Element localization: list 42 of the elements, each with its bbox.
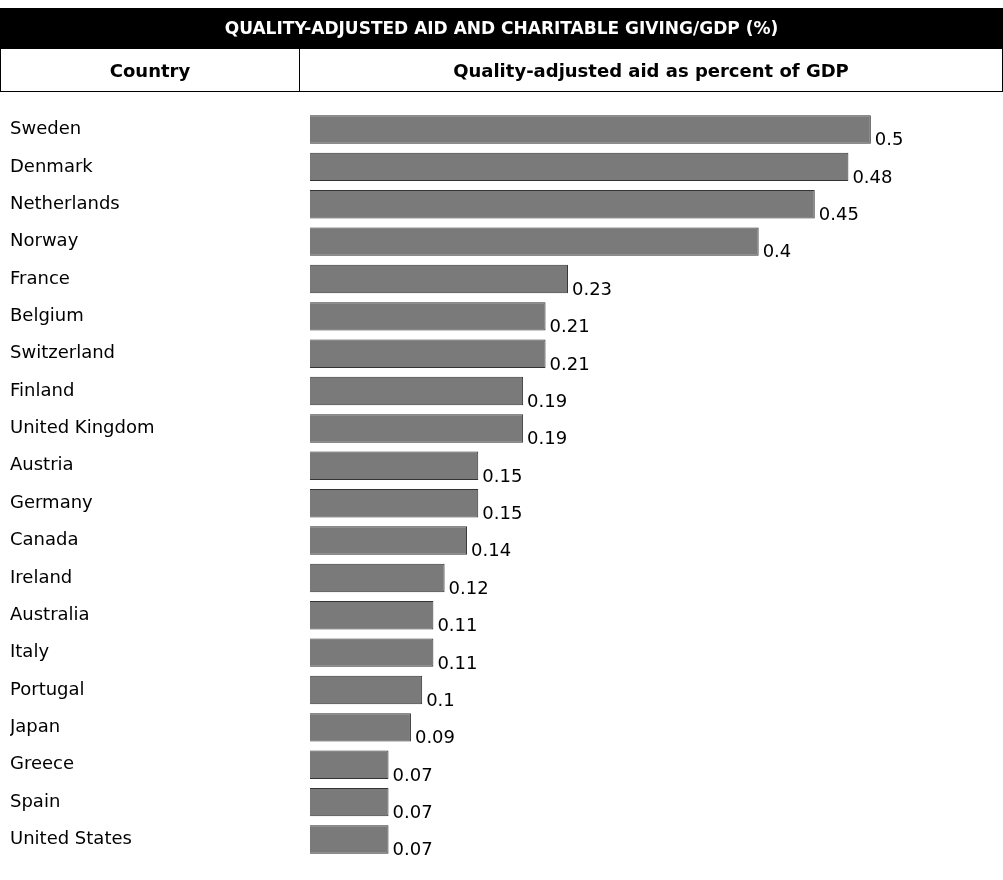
chart-title: QUALITY-ADJUSTED AID AND CHARITABLE GIVING/GDP (%) — [0, 8, 1003, 48]
y-tick-label: Denmark — [10, 154, 94, 176]
data-label: 0.14 — [471, 539, 512, 561]
data-label: 0.5 — [874, 128, 904, 150]
data-label: 0.09 — [414, 726, 456, 748]
y-tick-label: Germany — [10, 490, 94, 512]
data-label: 0.1 — [426, 688, 455, 710]
x-axis-title: Quality-adjusted aid as percent of GDP — [452, 58, 850, 83]
y-tick-label: Sweden — [10, 117, 82, 139]
y-tick-label: Portugal — [10, 677, 85, 699]
y-tick-label: Belgium — [10, 304, 84, 326]
y-tick-label: United States — [10, 827, 132, 849]
data-label: 0.15 — [482, 502, 523, 524]
data-label: 0.07 — [392, 801, 433, 823]
y-tick-label: France — [10, 266, 70, 288]
data-label: 0.12 — [448, 576, 489, 598]
data-label: 0.4 — [762, 240, 792, 262]
y-tick-label: Finland — [10, 378, 75, 400]
y-tick-label: Italy — [10, 640, 50, 662]
data-label: 0.45 — [818, 203, 859, 225]
y-tick-label: Australia — [10, 602, 90, 624]
data-label: 0.15 — [482, 464, 523, 486]
y-tick-label: Austria — [10, 453, 74, 475]
data-label: 0.48 — [852, 165, 893, 187]
y-tick-label: Switzerland — [10, 341, 115, 363]
data-label: 0.07 — [392, 838, 433, 860]
data-label: 0.19 — [527, 427, 568, 449]
data-label: 0.19 — [527, 389, 568, 411]
y-tick-label: Norway — [10, 229, 79, 251]
data-label: 0.21 — [549, 315, 590, 337]
data-label: 0.11 — [437, 614, 478, 636]
y-tick-label: Ireland — [10, 565, 73, 587]
data-label: 0.23 — [571, 277, 613, 299]
y-tick-label: United Kingdom — [10, 416, 155, 438]
data-label: 0.21 — [549, 352, 590, 374]
data-label: 0.11 — [437, 651, 478, 673]
data-label: 0.07 — [392, 763, 433, 785]
y-axis-title: Country — [1, 49, 300, 91]
y-tick-label: Greece — [10, 752, 75, 774]
y-tick-label: Canada — [10, 528, 79, 550]
y-tick-label: Spain — [10, 789, 61, 811]
y-tick-label: Netherlands — [10, 191, 120, 213]
